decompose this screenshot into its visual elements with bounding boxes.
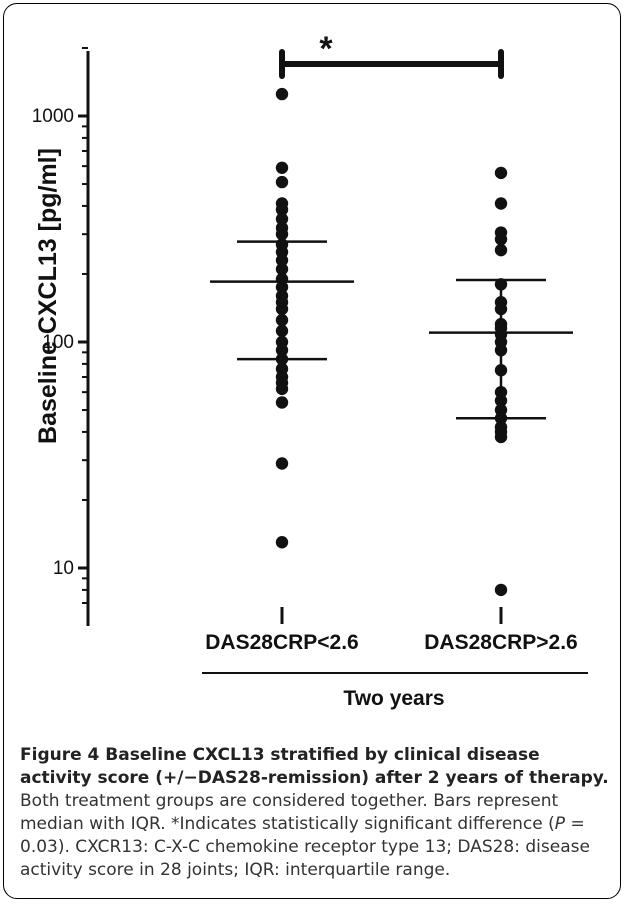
data-point [275, 175, 289, 189]
data-point [275, 203, 289, 216]
data-point [494, 430, 508, 444]
median-iqr-bars [210, 240, 573, 420]
data-point [494, 197, 508, 210]
y-tick-label: 10 [53, 558, 74, 579]
data-point [494, 243, 508, 257]
caption-text-b: = 0.03). CXCR13: C-X-C chemokine recepto… [20, 814, 590, 880]
data-point [275, 396, 289, 409]
x-category-labels: DAS28CRP<2.6 DAS28CRP>2.6 [205, 607, 578, 654]
caption-p-symbol: P [554, 814, 566, 834]
data-point [494, 233, 508, 246]
y-tick-label: 100 [42, 332, 74, 353]
x-axis-label: Two years [343, 687, 444, 710]
data-point [275, 212, 289, 226]
caption-text-a: Both treatment groups are considered tog… [20, 791, 559, 834]
figure-caption: Figure 4 Baseline CXCL13 stratified by c… [20, 744, 614, 882]
significance-bracket: * [279, 30, 504, 79]
data-point [275, 382, 289, 396]
figure-frame: 10 100 1000 * DAS28CRP<2.6 DAS28CRP>2.6 Bas… [3, 3, 621, 899]
data-point [275, 227, 289, 241]
y-tick-label: 1000 [32, 106, 74, 127]
data-point [275, 536, 289, 549]
x-category-label: DAS28CRP>2.6 [424, 631, 578, 654]
y-axis: 10 100 1000 [32, 46, 90, 626]
data-point [275, 161, 289, 174]
caption-title: Figure 4 Baseline CXCL13 stratified by c… [20, 745, 609, 788]
x-category-label: DAS28CRP<2.6 [205, 631, 359, 654]
y-axis-label: Baseline CXCL13 [pg/ml] [34, 148, 62, 444]
data-point [275, 457, 289, 470]
data-point [494, 583, 508, 597]
data-point [275, 87, 289, 101]
data-points [275, 87, 508, 597]
data-point [494, 166, 508, 180]
chart: 10 100 1000 * DAS28CRP<2.6 DAS28CRP>2.6 Bas… [32, 30, 588, 710]
significance-marker: * [319, 30, 333, 68]
